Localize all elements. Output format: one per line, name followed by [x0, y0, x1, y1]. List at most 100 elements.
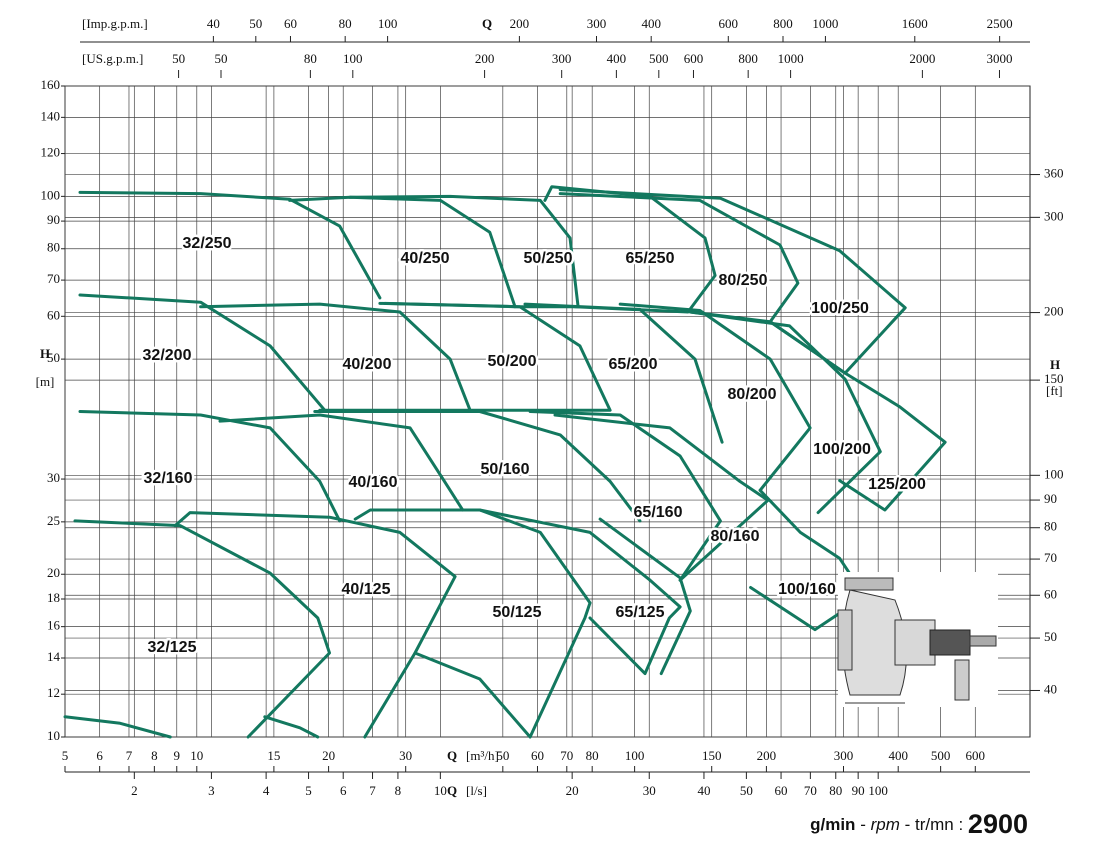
x-tick-label: 200 — [757, 748, 777, 763]
y-tick-label: 10 — [47, 728, 60, 743]
x-tick-label: 400 — [888, 748, 908, 763]
pump-label: 40/125 — [342, 581, 391, 598]
x-tick-label: 8 — [151, 748, 158, 763]
pump-curve — [478, 508, 692, 676]
y-tick-label: 16 — [47, 618, 61, 633]
x-tick-label: 70 — [804, 783, 817, 798]
x-tick-label: 300 — [834, 748, 854, 763]
x-tick-label: 600 — [684, 51, 704, 66]
x-tick-label: 80 — [339, 16, 352, 31]
x-tick-label: 800 — [738, 51, 758, 66]
pump-curve — [553, 413, 770, 582]
x-tick-label: 7 — [369, 783, 376, 798]
pump-curve — [78, 293, 327, 412]
x-tick-label: 600 — [719, 16, 739, 31]
y2-tick-label: 50 — [1044, 629, 1057, 644]
y2-tick-label: 60 — [1044, 586, 1057, 601]
footer-unit: tr/mn : — [915, 815, 963, 834]
pump-curve — [313, 410, 642, 523]
top-q-label: Q — [482, 16, 492, 31]
x-tick-label: 2000 — [909, 51, 935, 66]
x-tick-label: 40 — [697, 783, 710, 798]
x-tick-label: 50 — [740, 783, 753, 798]
x-tick-label: 60 — [775, 783, 788, 798]
y-axis-unit: [m] — [36, 374, 55, 389]
footer-sep: - — [860, 815, 866, 834]
x-tick-label: 40 — [207, 16, 220, 31]
x-tick-label: 100 — [378, 16, 398, 31]
x-tick-label: 6 — [96, 748, 103, 763]
x-tick-label: 7 — [126, 748, 133, 763]
pump-curve — [618, 302, 812, 492]
x-tick-label: 300 — [552, 51, 572, 66]
y2-tick-label: 150 — [1044, 371, 1064, 386]
y2-axis-unit: [ft] — [1046, 383, 1063, 398]
x-tick-label: 1000 — [812, 16, 838, 31]
pump-label: 80/160 — [711, 528, 760, 545]
pump-label: 125/200 — [868, 476, 926, 493]
y-tick-label: 100 — [41, 187, 61, 202]
x-tick-label: 800 — [773, 16, 793, 31]
x-tick-label: 1600 — [902, 16, 928, 31]
y-tick-label: 25 — [47, 513, 60, 528]
y-tick-label: 30 — [47, 470, 60, 485]
x-tick-label: 200 — [510, 16, 530, 31]
x-tick-label: 100 — [868, 783, 888, 798]
x-tick-label: 400 — [607, 51, 627, 66]
y-tick-label: 60 — [47, 307, 60, 322]
pump-label: 40/160 — [349, 474, 398, 491]
x-tick-label: 60 — [531, 748, 544, 763]
x-tick-label: 100 — [343, 51, 363, 66]
y-tick-label: 160 — [41, 77, 61, 92]
y-tick-label: 50 — [47, 350, 60, 365]
x-tick-label: 1000 — [778, 51, 804, 66]
x-tick-label: 20 — [566, 783, 579, 798]
pump-label: 32/200 — [143, 347, 192, 364]
pump-curve — [688, 310, 882, 515]
y2-tick-label: 100 — [1044, 466, 1064, 481]
x-tick-label: 20 — [322, 748, 335, 763]
x-tick-label: 10 — [434, 783, 447, 798]
x-tick-label: 200 — [475, 51, 495, 66]
footer-unit: rpm — [871, 815, 900, 834]
pump-label: 32/250 — [183, 235, 232, 252]
pump-illustration — [837, 572, 998, 707]
x-tick-label: 60 — [284, 16, 297, 31]
y2-axis-label: H — [1050, 357, 1060, 372]
pump-label: 100/250 — [811, 300, 869, 317]
pump-label: 40/200 — [343, 356, 392, 373]
x-tick-label: 300 — [587, 16, 607, 31]
pump-label: 65/125 — [616, 604, 665, 621]
pump-curve — [768, 320, 947, 512]
pump-label: 50/125 — [493, 604, 542, 621]
y2-tick-label: 80 — [1044, 519, 1057, 534]
pump-curve — [63, 519, 331, 739]
y-tick-label: 140 — [41, 108, 61, 123]
pump-label: 100/160 — [778, 581, 836, 598]
y2-tick-label: 200 — [1044, 304, 1064, 319]
y2-tick-label: 300 — [1044, 208, 1064, 223]
pump-label: 32/160 — [144, 470, 193, 487]
y-tick-label: 120 — [41, 145, 61, 160]
x-tick-label: 600 — [966, 748, 986, 763]
x-tick-label: 3000 — [986, 51, 1012, 66]
x-axis-label: Q — [447, 748, 457, 763]
pump-curve — [543, 185, 717, 314]
footer-unit: g/min — [810, 815, 855, 834]
pump-curve — [523, 302, 724, 444]
x-ls-axis-unit: [l/s] — [466, 783, 487, 798]
footer-sep: - — [905, 815, 911, 834]
y2-tick-label: 90 — [1044, 491, 1057, 506]
y2-tick-label: 360 — [1044, 166, 1064, 181]
x-tick-label: 2 — [131, 783, 138, 798]
y-tick-label: 90 — [47, 212, 60, 227]
x-tick-label: 30 — [643, 783, 656, 798]
y-tick-label: 14 — [47, 649, 61, 664]
pump-label: 50/200 — [488, 353, 537, 370]
x-tick-label: 50 — [172, 51, 185, 66]
pump-label: 40/250 — [401, 250, 450, 267]
x-tick-label: 50 — [249, 16, 262, 31]
x-tick-label: 4 — [263, 783, 270, 798]
imp-axis-title: [Imp.g.p.m.] — [82, 16, 148, 31]
x-tick-label: 50 — [215, 51, 228, 66]
